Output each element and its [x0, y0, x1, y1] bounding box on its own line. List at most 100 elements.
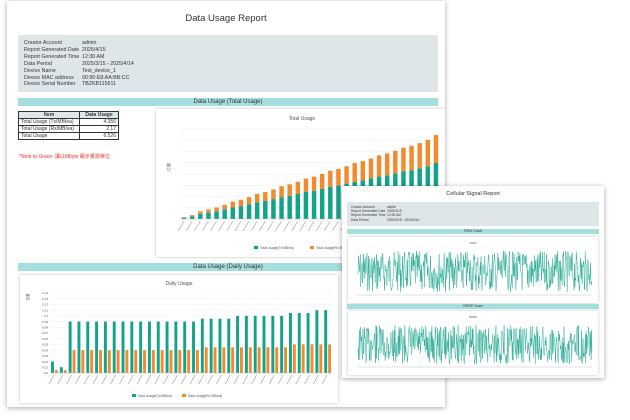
report-info-box: Creator Account admin Report Generated Dat…: [18, 35, 438, 92]
bar-rx: [134, 350, 138, 373]
bar-rx: [266, 347, 270, 373]
bar-rx: [198, 211, 203, 214]
bar-tx: [306, 313, 310, 373]
rssi-chart-card: RSSI: [348, 237, 598, 303]
y-axis-label: 位量: [165, 163, 171, 171]
bar-rx: [143, 350, 146, 373]
x-tick-label: [185, 220, 193, 232]
x-tick-label: [207, 374, 213, 385]
bar-rx: [246, 197, 252, 205]
bar-rx: [409, 145, 414, 171]
bar-rx: [213, 347, 217, 373]
x-tick-label: [101, 374, 108, 385]
summary-row: Total Usage (Rx/MB/ea) 2.17: [18, 125, 119, 133]
info-value: TBZKB115611: [82, 81, 116, 88]
bar-tx: [244, 315, 248, 373]
bar-tx: [181, 217, 187, 219]
bar-tx: [271, 199, 276, 219]
x-tick-label: [48, 374, 55, 385]
x-tick-label: [321, 374, 328, 385]
bar-rx: [303, 178, 309, 192]
x-tick-label: [233, 374, 240, 385]
bar-rx: [384, 153, 390, 176]
rsrp-chart-card: RSRP: [348, 311, 598, 375]
bar-tx: [51, 361, 54, 373]
info-value: 12:30 AM: [82, 53, 105, 60]
legend-label-rx: Data Usage(Rx MB/ea): [188, 394, 222, 398]
info-label: Device Serial Number: [24, 81, 76, 88]
bar-rx: [72, 350, 76, 373]
bar-tx: [324, 310, 328, 373]
info-value: 00:90:E8:AA:BB:CC: [82, 74, 130, 81]
x-tick-label: [259, 220, 266, 232]
bar-rx: [116, 350, 120, 373]
bar-rx: [187, 350, 191, 373]
bar-tx: [68, 321, 72, 373]
bar-rx: [54, 370, 58, 373]
info-label: Report Generated Date: [24, 46, 80, 53]
bar-rx: [230, 201, 236, 208]
bar-rx: [425, 139, 431, 167]
report-title: Data Usage Report: [185, 13, 267, 24]
x-tick-label: [189, 374, 196, 385]
x-tick-label: [75, 374, 81, 385]
bar-tx: [214, 211, 219, 219]
info-row: Report Generated Time 12:30 AM: [351, 213, 419, 217]
x-tick-label: [242, 220, 250, 232]
x-tick-label: [332, 220, 339, 232]
bar-tx: [112, 321, 116, 373]
signal-series-line: [357, 325, 593, 364]
bar-tx: [222, 209, 227, 219]
bar-rx: [352, 163, 357, 182]
legend-swatch-tx: [254, 246, 258, 249]
x-tick-label: [267, 220, 274, 232]
x-tick-label: [210, 220, 217, 232]
x-tick-label: [194, 220, 201, 232]
info-value: 2025/4/15: [82, 46, 106, 53]
info-value: Test_device_1: [82, 67, 116, 74]
x-tick-label: [295, 374, 301, 385]
section-rsrp-chart: RSRP Chart: [347, 304, 599, 309]
legend-label-rx: Total Usage(Rx MB/ea): [316, 246, 350, 250]
x-tick-label: [250, 220, 258, 232]
bar-tx: [336, 185, 341, 219]
y-tick-label: 0.14: [42, 291, 48, 295]
daily-usage-chart-card: Daily Usage 位量 0.0 0.01 0.02 0.03 0.04 0.05 0.06…: [20, 275, 338, 403]
info-label: Report Generated Time: [24, 53, 80, 60]
bar-rx: [319, 344, 323, 373]
legend-label-tx: Total Usage(Tx/MB/ea): [260, 246, 294, 250]
summary-cell-item: Total Usage (Rx/MB/ea): [18, 125, 80, 133]
x-tick-label: [224, 374, 231, 385]
bar-tx: [95, 321, 99, 373]
bar-rx: [160, 350, 164, 373]
bar-rx: [344, 166, 349, 184]
info-label: Report Generated Date: [351, 209, 386, 214]
cellular-report-title: Cellular Signal Report: [446, 191, 500, 197]
bar-tx: [209, 318, 213, 373]
bar-rx: [222, 204, 227, 210]
x-tick-label: [128, 374, 134, 385]
bar-tx: [230, 207, 236, 219]
y-tick-label: 0.1: [44, 314, 49, 318]
info-label: Data Period: [24, 60, 52, 67]
section-total-usage: Data Usage (Total Usage): [18, 98, 438, 106]
bar-tx: [303, 192, 309, 219]
bar-rx: [99, 350, 102, 373]
x-tick-label: [251, 374, 257, 385]
info-value: 2025/4/15: [387, 209, 402, 214]
bar-rx: [328, 170, 333, 187]
bar-tx: [328, 186, 333, 219]
bar-tx: [246, 204, 252, 219]
y-tick-label: 0.05: [42, 343, 48, 347]
bar-tx: [156, 321, 160, 373]
chart-title: RSRP: [469, 315, 477, 319]
bar-tx: [192, 321, 195, 373]
bar-tx: [121, 321, 125, 373]
y-axis-label: 位量: [25, 293, 30, 301]
bar-tx: [315, 310, 319, 373]
bar-rx: [319, 174, 325, 189]
note-text: *Note to Grace: 讀以Mbyte 顯示量測單位: [19, 154, 110, 160]
y-tick-label: 0.06: [42, 337, 48, 341]
bar-tx: [59, 367, 63, 373]
x-tick-label: [177, 220, 185, 232]
